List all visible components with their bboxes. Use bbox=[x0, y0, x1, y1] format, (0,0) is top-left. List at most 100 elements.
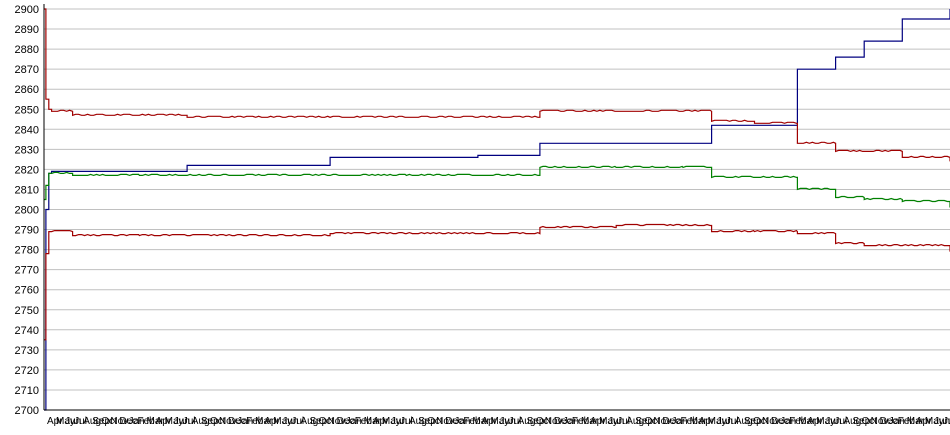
x-tick-label: Nov bbox=[436, 416, 454, 427]
x-tick-label: Dec bbox=[228, 416, 246, 427]
series-line-1 bbox=[44, 9, 950, 411]
y-tick-label: 2710 bbox=[15, 385, 39, 397]
grid-lines bbox=[44, 8, 950, 411]
x-tick-label: Sep bbox=[418, 416, 436, 427]
y-tick-label: 2740 bbox=[15, 325, 39, 337]
x-tick-label: Oct bbox=[644, 416, 660, 427]
x-tick-label: Jan bbox=[563, 416, 579, 427]
x-tick-label: May bbox=[599, 416, 618, 427]
y-axis-ticks: 2700 2710 2720 2730 2740 2750 2760 2770 2780 2790… bbox=[15, 4, 39, 417]
y-tick-label: 2750 bbox=[15, 305, 39, 317]
x-tick-label: May bbox=[490, 416, 509, 427]
series-line-3 bbox=[44, 165, 950, 208]
x-tick-label: Feb bbox=[246, 416, 264, 427]
x-tick-label: Apr bbox=[156, 416, 172, 427]
x-tick-label: Oct bbox=[101, 416, 117, 427]
x-tick-label: Jun bbox=[608, 416, 624, 427]
x-tick-label: Aug bbox=[83, 416, 101, 427]
x-tick-label: Oct bbox=[862, 416, 878, 427]
x-tick-label: Jun bbox=[825, 416, 841, 427]
x-tick-label: Dec bbox=[771, 416, 789, 427]
x-tick-label: Jul bbox=[509, 416, 522, 427]
x-tick-label: Apr bbox=[590, 416, 606, 427]
x-tick-label: Nov bbox=[110, 416, 128, 427]
x-tick-label: Dec bbox=[119, 416, 137, 427]
series-lines bbox=[44, 8, 950, 411]
x-tick-label: Mar bbox=[907, 416, 925, 427]
x-tick-label: Mar bbox=[798, 416, 816, 427]
x-tick-label: Mar bbox=[472, 416, 490, 427]
y-tick-label: 2720 bbox=[15, 365, 39, 377]
x-tick-label: Apr bbox=[264, 416, 280, 427]
x-tick-label: Aug bbox=[843, 416, 861, 427]
x-tick-label: Aug bbox=[300, 416, 318, 427]
x-tick-label: Feb bbox=[898, 416, 916, 427]
x-tick-label: Jan bbox=[237, 416, 253, 427]
x-tick-label: Mar bbox=[255, 416, 273, 427]
x-tick-label: Sep bbox=[744, 416, 762, 427]
y-tick-label: 2860 bbox=[15, 84, 39, 96]
x-tick-label: Aug bbox=[192, 416, 210, 427]
x-tick-label: Jul bbox=[943, 416, 950, 427]
x-tick-label: Nov bbox=[328, 416, 346, 427]
x-tick-label: May bbox=[708, 416, 727, 427]
y-tick-label: 2790 bbox=[15, 225, 39, 237]
x-tick-label: Mar bbox=[364, 416, 382, 427]
y-tick-label: 2830 bbox=[15, 144, 39, 156]
x-tick-label: Sep bbox=[527, 416, 545, 427]
x-tick-label: Aug bbox=[735, 416, 753, 427]
y-tick-label: 2770 bbox=[15, 265, 39, 277]
x-tick-label: Jun bbox=[500, 416, 516, 427]
x-tick-label: Jan bbox=[889, 416, 905, 427]
y-tick-label: 2850 bbox=[15, 104, 39, 116]
y-tick-label: 2700 bbox=[15, 405, 39, 417]
x-tick-label: Jun bbox=[934, 416, 950, 427]
x-tick-label: Sep bbox=[635, 416, 653, 427]
y-tick-label: 2760 bbox=[15, 285, 39, 297]
series-line-2 bbox=[44, 8, 950, 162]
x-tick-label: Oct bbox=[536, 416, 552, 427]
x-tick-label: May bbox=[816, 416, 835, 427]
x-tick-label: Jan bbox=[780, 416, 796, 427]
x-tick-label: Mar bbox=[690, 416, 708, 427]
x-tick-label: Feb bbox=[681, 416, 699, 427]
x-tick-label: Apr bbox=[47, 416, 63, 427]
x-tick-label: Jan bbox=[454, 416, 470, 427]
x-tick-label: Nov bbox=[545, 416, 563, 427]
x-tick-label: Aug bbox=[626, 416, 644, 427]
x-tick-label: Jul bbox=[617, 416, 630, 427]
x-tick-label: Jul bbox=[400, 416, 413, 427]
x-tick-label: Jun bbox=[282, 416, 298, 427]
x-tick-label: Sep bbox=[201, 416, 219, 427]
x-tick-label: Apr bbox=[373, 416, 389, 427]
x-tick-label: May bbox=[56, 416, 75, 427]
x-tick-label: Sep bbox=[852, 416, 870, 427]
x-tick-label: May bbox=[925, 416, 944, 427]
x-tick-label: Apr bbox=[481, 416, 497, 427]
x-tick-label: Apr bbox=[807, 416, 823, 427]
x-tick-label: Dec bbox=[554, 416, 572, 427]
x-tick-label: Apr bbox=[916, 416, 932, 427]
x-tick-label: Jul bbox=[183, 416, 196, 427]
x-tick-label: Mar bbox=[147, 416, 165, 427]
x-tick-label: Jan bbox=[671, 416, 687, 427]
y-tick-label: 2800 bbox=[15, 205, 39, 217]
x-tick-label: Jul bbox=[74, 416, 87, 427]
y-tick-label: 2870 bbox=[15, 64, 39, 76]
y-tick-label: 2890 bbox=[15, 24, 39, 36]
x-tick-label: Jul bbox=[726, 416, 739, 427]
x-tick-label: Jun bbox=[174, 416, 190, 427]
x-tick-label: Sep bbox=[92, 416, 110, 427]
x-tick-label: Nov bbox=[653, 416, 671, 427]
x-tick-label: Jun bbox=[717, 416, 733, 427]
y-tick-label: 2900 bbox=[15, 4, 39, 16]
y-tick-label: 2810 bbox=[15, 184, 39, 196]
x-tick-label: Oct bbox=[319, 416, 335, 427]
x-tick-label: Jun bbox=[65, 416, 81, 427]
x-tick-label: May bbox=[382, 416, 401, 427]
x-tick-label: Oct bbox=[210, 416, 226, 427]
x-tick-label: Nov bbox=[219, 416, 237, 427]
x-tick-label: Nov bbox=[871, 416, 889, 427]
x-tick-label: Dec bbox=[880, 416, 898, 427]
